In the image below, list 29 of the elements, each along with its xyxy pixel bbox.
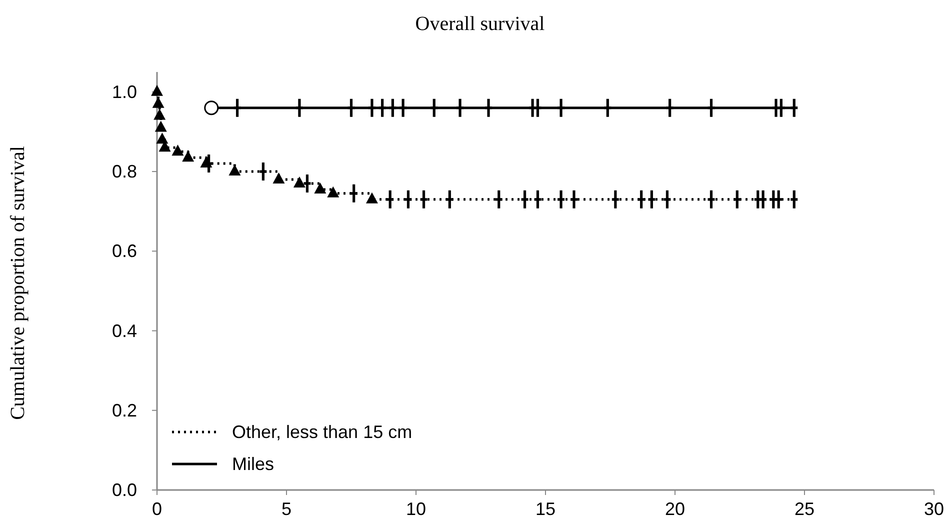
point — [327, 186, 340, 198]
y-tick-label: 0.2 — [112, 400, 137, 420]
x-tick-label: 0 — [152, 499, 162, 519]
y-tick-label: 0.6 — [112, 241, 137, 262]
legend-label: Miles — [232, 454, 274, 474]
point — [156, 132, 168, 144]
point — [293, 176, 306, 188]
point — [366, 192, 378, 204]
y-tick-label: 0.4 — [112, 320, 137, 341]
x-tick-label: 5 — [281, 499, 292, 519]
y-tick-label: 0.8 — [112, 162, 137, 182]
y-axis-title: Cumulative proportion of survival — [7, 146, 29, 420]
x-tick-label: 10 — [406, 499, 426, 519]
point — [151, 84, 163, 96]
point — [314, 182, 326, 194]
point — [154, 120, 167, 132]
x-tick-label: 30 — [924, 499, 944, 519]
point — [228, 164, 241, 176]
chart-title: Overall survival — [415, 13, 546, 35]
x-tick-label: 25 — [794, 499, 815, 519]
point — [172, 144, 184, 156]
x-tick-label: 20 — [664, 499, 686, 519]
point — [272, 172, 285, 184]
legend-label: Other, less than 15 cm — [232, 422, 412, 442]
x-tick-label: 15 — [535, 499, 556, 519]
point — [204, 100, 219, 116]
point — [154, 108, 166, 120]
y-tick-label: 1.0 — [112, 82, 137, 102]
y-tick-label: 0.0 — [112, 480, 137, 500]
